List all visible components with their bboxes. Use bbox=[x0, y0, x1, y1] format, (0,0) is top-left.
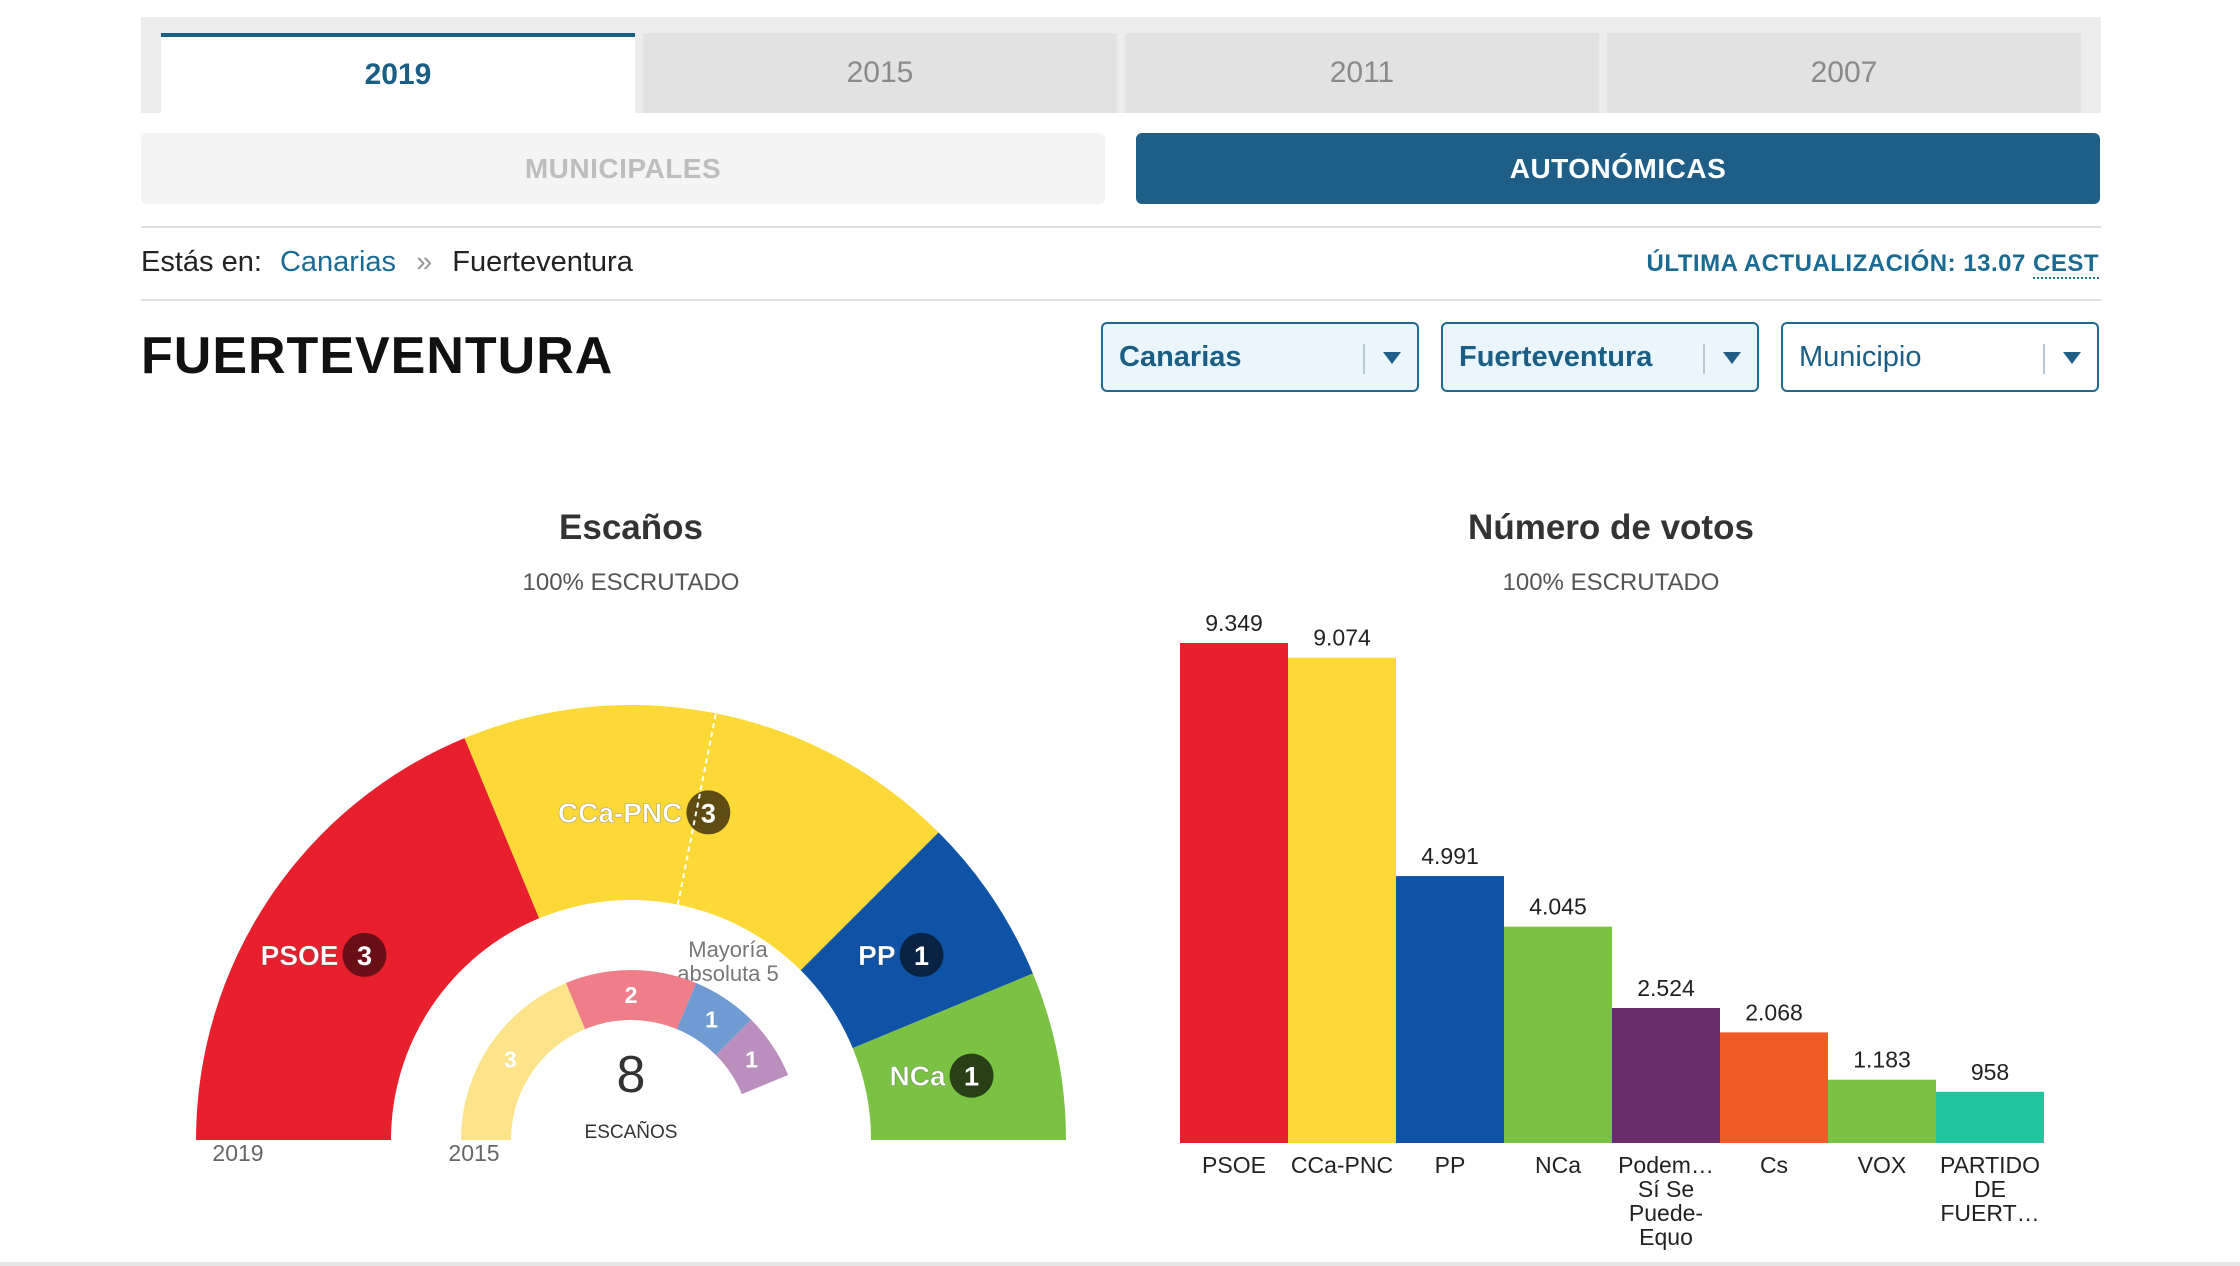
seat-arc-2015 bbox=[676, 982, 752, 1056]
last-updated-label: ÚLTIMA ACTUALIZACIÓN: 13.07 bbox=[1646, 250, 2026, 277]
region-select-value: Canarias bbox=[1119, 340, 1242, 373]
seat-label-2019: CCa-PNC 3 bbox=[557, 790, 731, 835]
bar-category-label: DE bbox=[1974, 1176, 2006, 1202]
bar-category-label: PSOE bbox=[1202, 1152, 1266, 1178]
seat-count-label: 1 bbox=[914, 941, 929, 971]
page-bottom-border bbox=[0, 1262, 2240, 1266]
last-updated: ÚLTIMA ACTUALIZACIÓN: 13.07 CEST bbox=[1646, 250, 2099, 279]
bar-category-label: Puede- bbox=[1629, 1200, 1703, 1226]
bar-7 bbox=[1936, 1091, 2044, 1143]
majority-label: Mayoría bbox=[688, 937, 768, 962]
bar-3 bbox=[1504, 926, 1612, 1143]
island-select[interactable]: Fuerteventura bbox=[1441, 322, 1759, 392]
tab-2007[interactable]: 2007 bbox=[1607, 33, 2081, 113]
votes-chart-title: Número de votos bbox=[1468, 508, 1754, 547]
bar-value-label: 958 bbox=[1971, 1059, 2009, 1085]
divider bbox=[141, 226, 2101, 228]
bar-0 bbox=[1180, 643, 1288, 1143]
bar-1 bbox=[1288, 657, 1396, 1143]
region-select[interactable]: Canarias bbox=[1101, 322, 1419, 392]
timezone-abbr: CEST bbox=[2032, 250, 2099, 279]
seat-party-label: PP bbox=[858, 940, 895, 971]
seat-count-badge bbox=[342, 932, 387, 977]
breadcrumb-link-canarias[interactable]: Canarias bbox=[279, 246, 397, 278]
seat-count-badge bbox=[899, 932, 944, 977]
seat-count-2015: 1 bbox=[745, 1046, 758, 1072]
total-seats-label: ESCAÑOS bbox=[585, 1121, 678, 1143]
bar-value-label: 9.074 bbox=[1313, 625, 1371, 651]
seat-count-label: 3 bbox=[357, 941, 372, 971]
bar-value-label: 2.068 bbox=[1745, 999, 1803, 1025]
bar-value-label: 9.349 bbox=[1205, 610, 1263, 636]
seat-count-2015: 3 bbox=[504, 1046, 517, 1072]
seat-arc-2019-cca-pnc bbox=[464, 705, 939, 971]
chevron-down-icon bbox=[2063, 352, 2081, 364]
majority-line bbox=[676, 713, 717, 905]
seat-count-2015: 1 bbox=[705, 1006, 718, 1032]
seat-label-2019: NCa 1 bbox=[889, 1053, 994, 1098]
votes-bar-chart: 9.349 PSOE 9.074 CCa-PNC 4.991 PP 4.045 NCa 2.52… bbox=[1180, 610, 2044, 1250]
year-tabs: 2019 2015 2011 2007 bbox=[141, 17, 2101, 113]
municipality-select-value: Municipio bbox=[1799, 340, 1922, 373]
select-divider bbox=[2043, 344, 2045, 374]
page-title: FUERTEVENTURA bbox=[141, 327, 614, 385]
seat-party-label: CCa-PNC bbox=[558, 797, 682, 828]
bar-category-label: FUERT… bbox=[1940, 1200, 2039, 1226]
bar-value-label: 4.991 bbox=[1421, 843, 1479, 869]
seat-arc-2019-nca bbox=[852, 973, 1066, 1140]
breadcrumb-current: Fuerteventura bbox=[452, 246, 633, 278]
seat-label-2019: PP 1 bbox=[858, 932, 944, 977]
total-seats: 8 bbox=[617, 1046, 646, 1104]
bar-category-label: Equo bbox=[1639, 1224, 1693, 1250]
seat-count-badge bbox=[686, 790, 731, 835]
bar-value-label: 2.524 bbox=[1637, 975, 1695, 1001]
municipality-select[interactable]: Municipio bbox=[1781, 322, 2099, 392]
seat-party-label: NCa bbox=[890, 1061, 946, 1092]
bar-2 bbox=[1396, 876, 1504, 1143]
select-divider bbox=[1363, 344, 1365, 374]
seat-count-label: 1 bbox=[964, 1062, 979, 1092]
seat-count-badge bbox=[949, 1053, 994, 1098]
island-select-value: Fuerteventura bbox=[1459, 340, 1653, 373]
bar-5 bbox=[1720, 1032, 1828, 1143]
seat-count-2015: 2 bbox=[625, 982, 638, 1008]
outer-ring-year: 2019 bbox=[212, 1140, 263, 1166]
tab-autonomicas[interactable]: AUTONÓMICAS bbox=[1136, 133, 2100, 204]
tab-2011[interactable]: 2011 bbox=[1125, 33, 1599, 113]
tab-2019[interactable]: 2019 bbox=[161, 33, 635, 113]
votes-chart-subtitle: 100% ESCRUTADO bbox=[1502, 569, 1720, 596]
bar-category-label: Cs bbox=[1760, 1152, 1788, 1178]
bar-category-label: PP bbox=[1435, 1152, 1466, 1178]
seats-chart-title: Escaños bbox=[559, 508, 703, 547]
bar-value-label: 4.045 bbox=[1529, 894, 1587, 920]
seat-party-label: PSOE bbox=[261, 940, 339, 971]
chevron-down-icon bbox=[1723, 352, 1741, 364]
seat-arc-2015 bbox=[461, 982, 586, 1140]
breadcrumb-separator: » bbox=[416, 246, 433, 278]
inner-ring-year: 2015 bbox=[448, 1140, 499, 1166]
tab-2015[interactable]: 2015 bbox=[643, 33, 1117, 113]
select-divider bbox=[1703, 344, 1705, 374]
bar-category-label: NCa bbox=[1535, 1152, 1581, 1178]
bar-4 bbox=[1612, 1008, 1720, 1143]
seat-label-2019: PSOE 3 bbox=[260, 932, 387, 977]
bar-value-label: 1.183 bbox=[1853, 1047, 1911, 1073]
seat-arc-2015 bbox=[715, 1019, 789, 1095]
tab-municipales[interactable]: MUNICIPALES bbox=[141, 133, 1105, 204]
seat-count-label: 3 bbox=[701, 798, 716, 828]
bar-category-label: CCa-PNC bbox=[1291, 1152, 1393, 1178]
seats-chart-subtitle: 100% ESCRUTADO bbox=[522, 569, 740, 596]
bar-category-label: VOX bbox=[1858, 1152, 1907, 1178]
bar-category-label: Podem… bbox=[1618, 1152, 1714, 1178]
bar-category-label: Sí Se bbox=[1638, 1176, 1694, 1202]
chevron-down-icon bbox=[1383, 352, 1401, 364]
seat-arc-2015 bbox=[565, 970, 697, 1030]
breadcrumb-prefix: Estás en: bbox=[141, 246, 262, 278]
majority-label: absoluta 5 bbox=[677, 961, 779, 986]
bar-category-label: PARTIDO bbox=[1940, 1152, 2040, 1178]
breadcrumb: Estás en: Canarias » Fuerteventura bbox=[141, 246, 633, 279]
divider bbox=[141, 299, 2101, 301]
bar-6 bbox=[1828, 1079, 1936, 1143]
